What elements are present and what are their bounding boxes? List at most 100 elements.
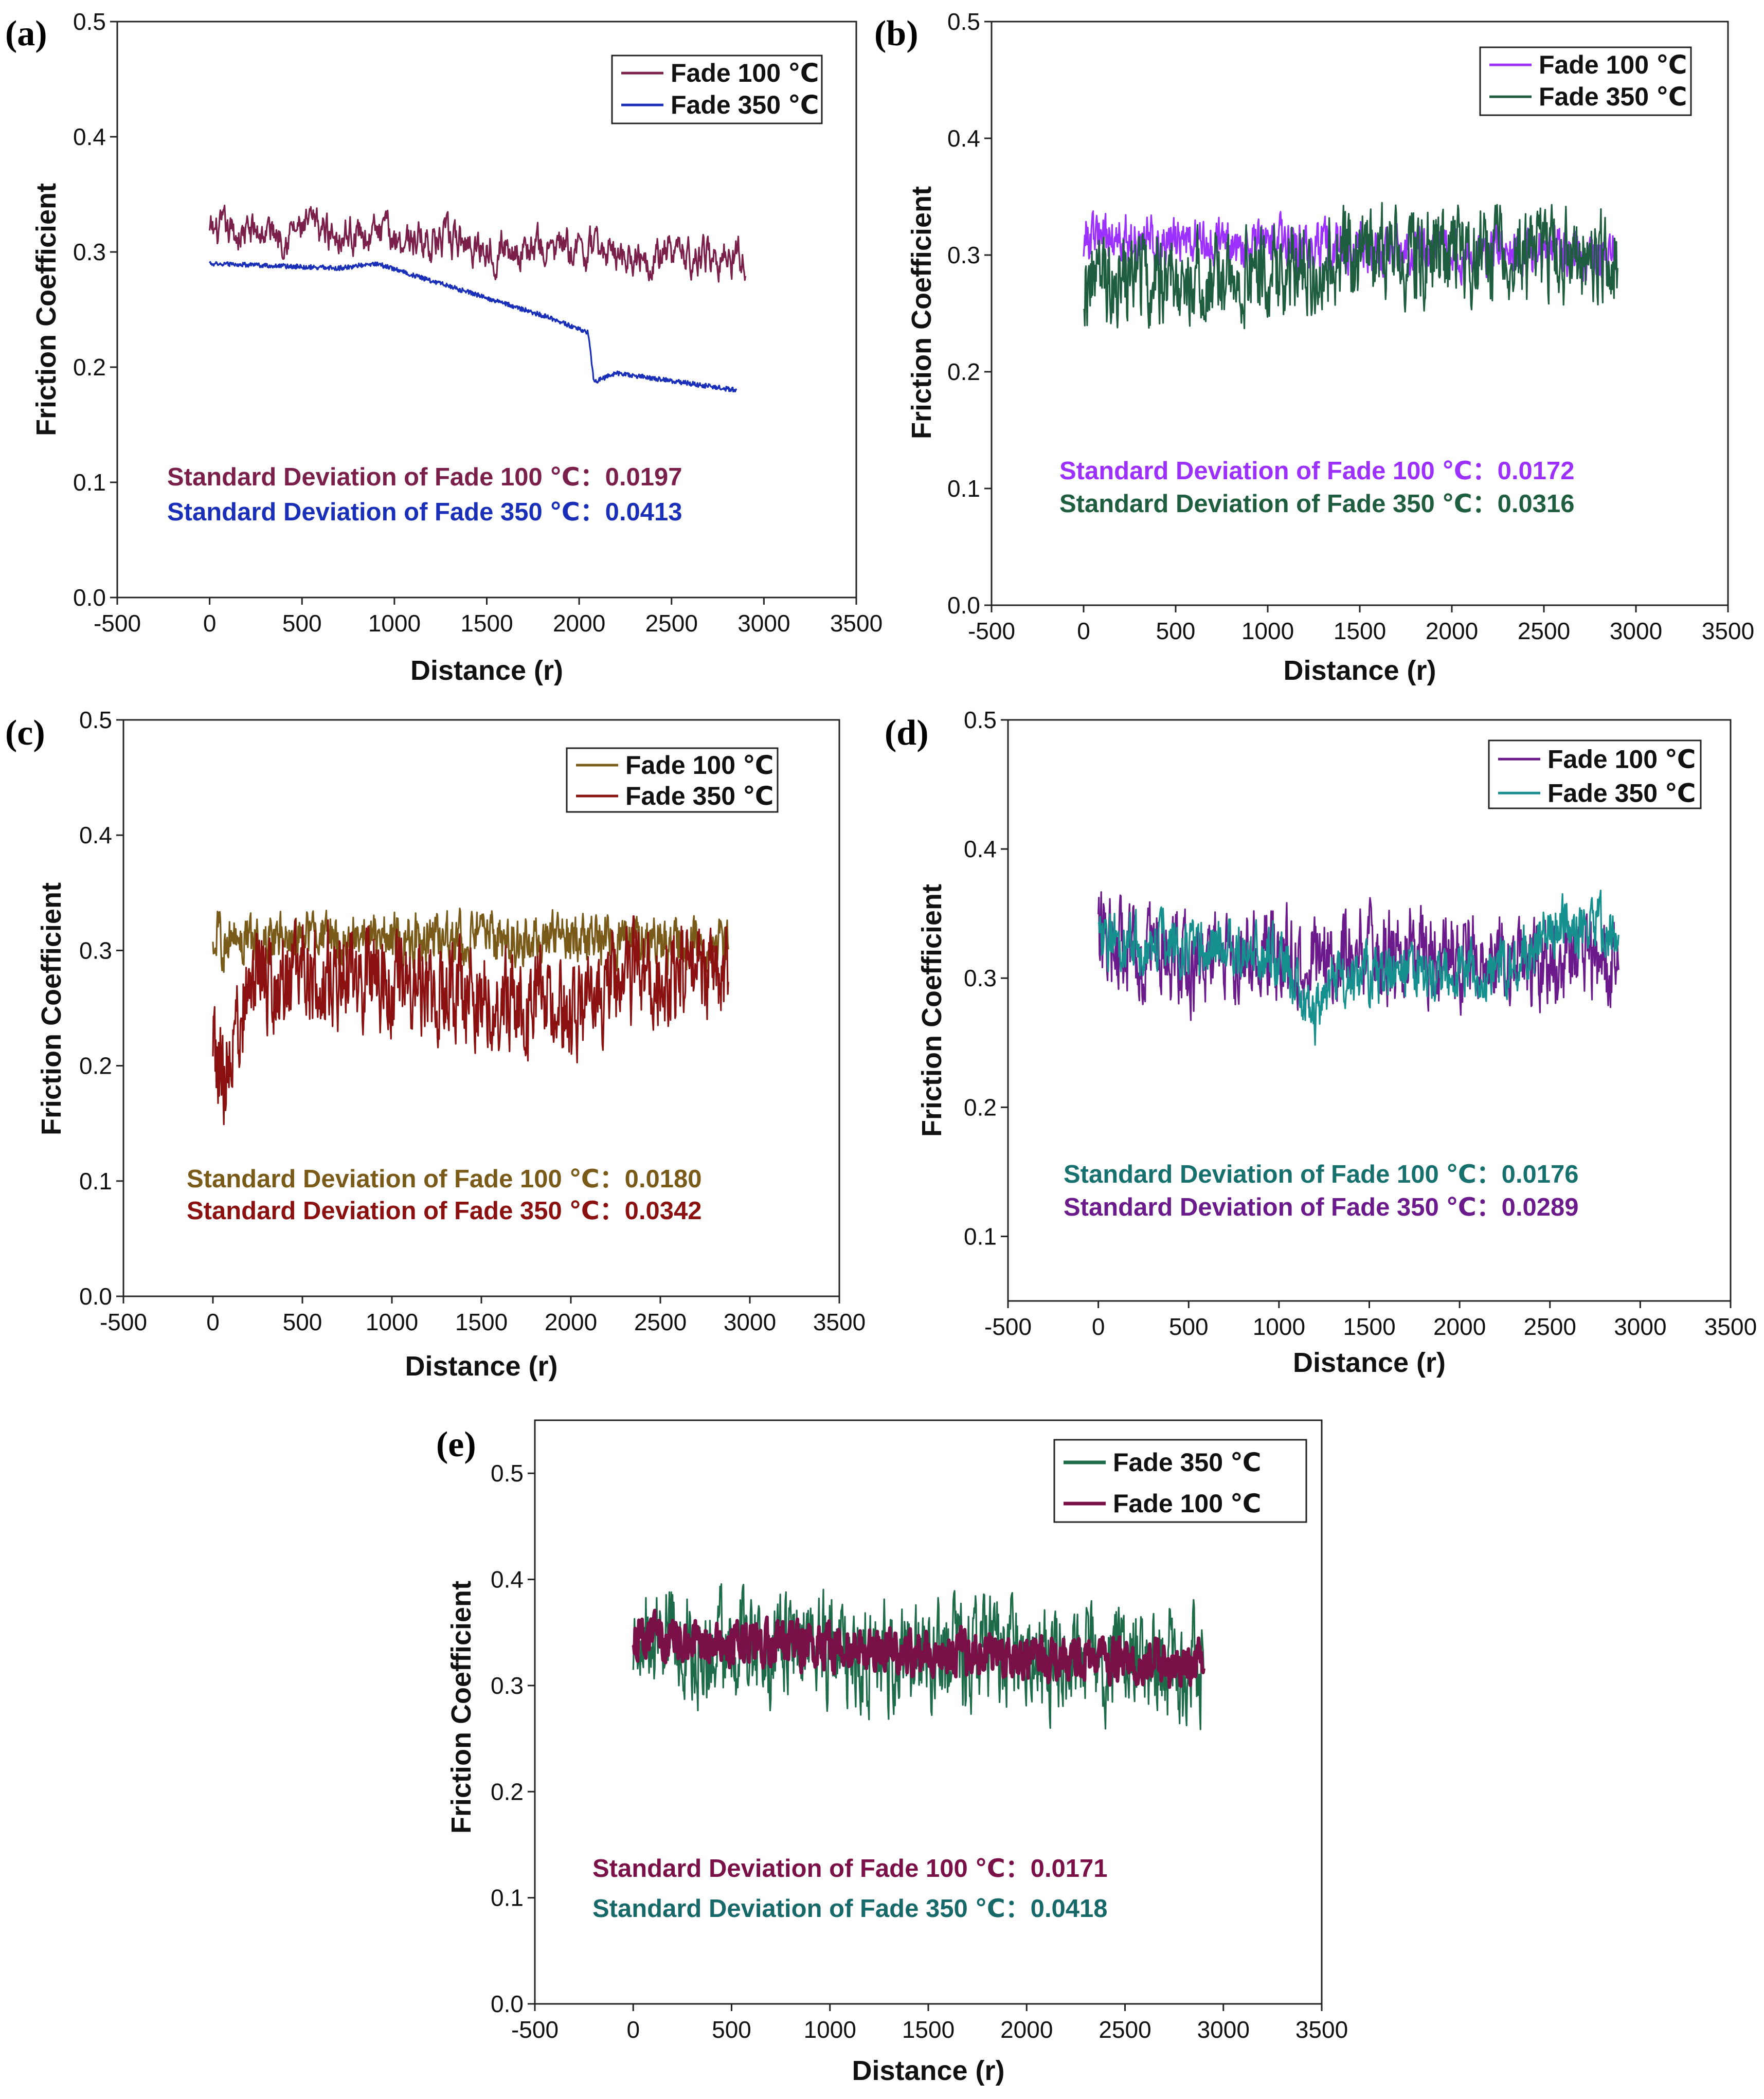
- panel-b-y-tick-label: 0.5: [947, 8, 980, 35]
- panel-b-legend-label: Fade 350 ℃: [1539, 82, 1687, 111]
- panel-c-y-axis-title: Friction Coefficient: [36, 882, 67, 1135]
- panel-a-series-line-1: [209, 261, 737, 393]
- panel-a-y-tick-label: 0.3: [73, 239, 106, 265]
- panel-a-x-tick-label: 500: [282, 610, 322, 637]
- panel-e-legend: Fade 350 ℃ Fade 100 ℃: [1053, 1439, 1307, 1523]
- panel-c-x-tick-label: 0: [206, 1309, 220, 1335]
- panel-a-std-annotation: Standard Deviation of Fade 100 ℃：0.0197: [167, 463, 682, 491]
- panel-c-series-line-0: [212, 907, 729, 976]
- panel-e-label: (e): [436, 1425, 476, 1464]
- panel-a-y-tick-label: 0.5: [73, 8, 106, 35]
- panel-e-series-line-0: [632, 1583, 1205, 1730]
- panel-b-x-tick-label: -500: [968, 618, 1015, 644]
- panel-d-y-tick-label: 0.3: [964, 965, 997, 991]
- panel-c-y-tick-label: 0.5: [79, 707, 112, 733]
- panel-b-x-tick-label: 3000: [1610, 618, 1662, 644]
- panel-b-y-tick-label: 0.4: [947, 125, 980, 152]
- panel-d-y-tick-label: 0.5: [964, 707, 997, 733]
- panel-b-x-tick-label: 1500: [1334, 618, 1386, 644]
- panel-b-x-tick-label: 3500: [1702, 618, 1754, 644]
- panel-b-y-axis-title: Friction Coefficient: [906, 186, 937, 439]
- panel-c-std-annotation: Standard Deviation of Fade 350 ℃：0.0342: [187, 1197, 702, 1225]
- panel-c-legend-label: Fade 100 ℃: [625, 751, 773, 780]
- panel-d-legend: Fade 100 ℃ Fade 350 ℃: [1488, 739, 1702, 809]
- panel-d-legend-label: Fade 100 ℃: [1547, 745, 1696, 773]
- panel-c-legend-label: Fade 350 ℃: [625, 782, 773, 810]
- panel-d-x-tick-label: 500: [1169, 1313, 1209, 1340]
- panel-b-y-tick-label: 0.2: [947, 358, 980, 385]
- panel-c-y-tick-label: 0.4: [79, 822, 112, 848]
- panel-c-x-axis-title: Distance (r): [405, 1351, 557, 1382]
- panel-d-legend-label: Fade 350 ℃: [1547, 779, 1696, 807]
- panel-b-std-annotation: Standard Deviation of Fade 100 ℃：0.0172: [1059, 457, 1575, 485]
- panel-e-y-tick-label: 0.5: [491, 1460, 524, 1487]
- panel-d-x-tick-label: 1500: [1343, 1313, 1395, 1340]
- panel-e-x-tick-label: 2500: [1099, 2016, 1151, 2043]
- panel-c-x-tick-label: 500: [283, 1309, 322, 1335]
- panel-b-x-tick-label: 2500: [1518, 618, 1570, 644]
- panel-b-y-tick-label: 0.3: [947, 242, 980, 268]
- panel-a-legend-label: Fade 350 ℃: [671, 91, 819, 119]
- panel-b-y-tick-label: 0.0: [947, 592, 980, 619]
- panel-d-x-tick-label: 3500: [1704, 1313, 1757, 1340]
- panel-a-label: (a): [5, 14, 47, 53]
- panel-e-std-annotation: Standard Deviation of Fade 100 ℃：0.0171: [592, 1855, 1108, 1883]
- panel-d-label: (d): [885, 713, 929, 753]
- panel-e-x-tick-label: 0: [626, 2016, 640, 2043]
- panel-a-std-annotation: Standard Deviation of Fade 350 ℃：0.0413: [167, 498, 682, 526]
- panel-d-y-axis-title: Friction Coefficient: [916, 884, 947, 1137]
- panel-a-y-tick-label: 0.0: [73, 584, 106, 611]
- panel-b-x-tick-label: 500: [1156, 618, 1196, 644]
- panel-d-std-annotation: Standard Deviation of Fade 350 ℃：0.0289: [1064, 1193, 1579, 1221]
- panel-a-y-tick-label: 0.2: [73, 354, 106, 381]
- panel-a-y-axis-title: Friction Coefficient: [31, 183, 62, 436]
- panel-d-y-tick-label: 0.2: [964, 1094, 997, 1120]
- panel-e: (e) 0.0 0.1 0.2 0.3 0.4 0.5 -500 0 500 1000 1500 2…: [436, 1419, 1348, 2086]
- panel-a-x-tick-label: 3000: [737, 610, 790, 637]
- panel-b-label: (b): [874, 14, 919, 53]
- panel-c-y-tick-label: 0.3: [79, 937, 112, 964]
- panel-e-y-axis-title: Friction Coefficient: [446, 1581, 477, 1834]
- panel-a-x-tick-label: 2500: [645, 610, 698, 637]
- panel-c-x-tick-label: 1000: [366, 1309, 418, 1335]
- panel-a-series-line-0: [209, 205, 747, 283]
- panel-e-std-annotation: Standard Deviation of Fade 350 ℃：0.0418: [592, 1895, 1108, 1923]
- panel-a-x-tick-label: 1500: [460, 610, 513, 637]
- panel-c-x-tick-label: 3500: [813, 1309, 866, 1335]
- panel-a-x-tick-label: -500: [94, 610, 141, 637]
- panel-c-series-line-1: [212, 915, 729, 1126]
- panel-a-x-tick-label: 1000: [368, 610, 421, 637]
- panel-e-series-line-1: [632, 1608, 1205, 1689]
- panel-d-x-tick-label: 0: [1092, 1313, 1105, 1340]
- panel-b: (b) 0.0 0.1 0.2 0.3 0.4 0.5 -500 0 500 1000 1500 2…: [874, 8, 1754, 686]
- panel-e-y-tick-label: 0.1: [491, 1885, 524, 1911]
- panel-e-x-tick-label: 1000: [804, 2016, 856, 2043]
- panel-c-y-tick-label: 0.0: [79, 1283, 112, 1310]
- panel-b-y-tick-label: 0.1: [947, 475, 980, 502]
- panel-e-legend-box: [1053, 1439, 1307, 1523]
- panel-d-x-tick-label: 2000: [1433, 1313, 1486, 1340]
- panel-e-y-tick-label: 0.0: [491, 1991, 524, 2017]
- panel-d-x-axis-title: Distance (r): [1293, 1347, 1446, 1378]
- panel-d-series-line-0: [1097, 891, 1619, 1021]
- panel-e-legend-label: Fade 100 ℃: [1113, 1489, 1261, 1518]
- panel-b-x-tick-label: 0: [1077, 618, 1090, 644]
- panel-a: (a) 0.0 0.1 0.2 0.3 0.4 0.5 -500 0 500 1000 1500 2…: [5, 8, 883, 686]
- panel-a-y-tick-label: 0.1: [73, 469, 106, 496]
- panel-b-x-axis-title: Distance (r): [1283, 655, 1436, 686]
- panel-e-x-tick-label: 3000: [1197, 2016, 1250, 2043]
- panel-a-x-tick-label: 2000: [553, 610, 605, 637]
- panel-d-x-tick-label: 3000: [1614, 1313, 1666, 1340]
- panel-c-y-tick-label: 0.1: [79, 1168, 112, 1195]
- panel-d-series-line-1: [1097, 890, 1619, 1046]
- panel-c-legend-box: [566, 747, 779, 813]
- panel-a-y-tick-label: 0.4: [73, 123, 106, 150]
- panel-d: (d) 0.1 0.2 0.3 0.4 0.5 -500 0 500 1000 1500 2000…: [885, 707, 1757, 1378]
- panel-e-x-tick-label: 2000: [1000, 2016, 1053, 2043]
- panel-c-x-tick-label: 2500: [634, 1309, 687, 1335]
- panel-e-x-axis-title: Distance (r): [852, 2055, 1004, 2086]
- panel-d-y-tick-label: 0.4: [964, 836, 997, 862]
